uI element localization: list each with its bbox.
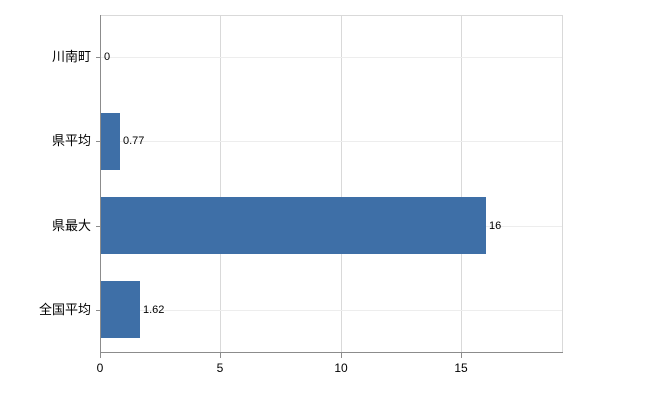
x-axis [100, 352, 563, 353]
gridline [100, 310, 562, 311]
x-tick-label: 5 [216, 361, 224, 375]
x-tick-label: 0 [96, 361, 104, 375]
x-tick-label: 15 [454, 361, 468, 375]
x-tick-label: 10 [334, 361, 348, 375]
category-label: 県平均 [51, 133, 91, 148]
value-label: 1.62 [143, 304, 165, 316]
value-label: 0 [104, 51, 111, 63]
gridline [461, 15, 462, 352]
y-tick-mark [96, 141, 100, 142]
category-label: 県最大 [51, 218, 91, 233]
bar [101, 113, 120, 170]
category-label: 川南町 [51, 49, 91, 64]
y-axis [100, 15, 101, 353]
category-label: 全国平均 [38, 302, 91, 317]
y-tick-mark [96, 310, 100, 311]
gridline [341, 15, 342, 352]
x-tick-mark [461, 353, 462, 358]
plot-border-right [562, 15, 563, 352]
y-tick-mark [96, 226, 100, 227]
value-label: 16 [489, 220, 502, 232]
x-tick-mark [341, 353, 342, 358]
x-tick-mark [220, 353, 221, 358]
bar [101, 197, 486, 254]
value-label: 0.77 [123, 135, 145, 147]
gridline [100, 141, 562, 142]
y-tick-mark [96, 57, 100, 58]
gridline [220, 15, 221, 352]
gridline [100, 57, 562, 58]
x-tick-mark [100, 353, 101, 358]
plot-border-top [100, 15, 562, 16]
bar [101, 281, 140, 338]
